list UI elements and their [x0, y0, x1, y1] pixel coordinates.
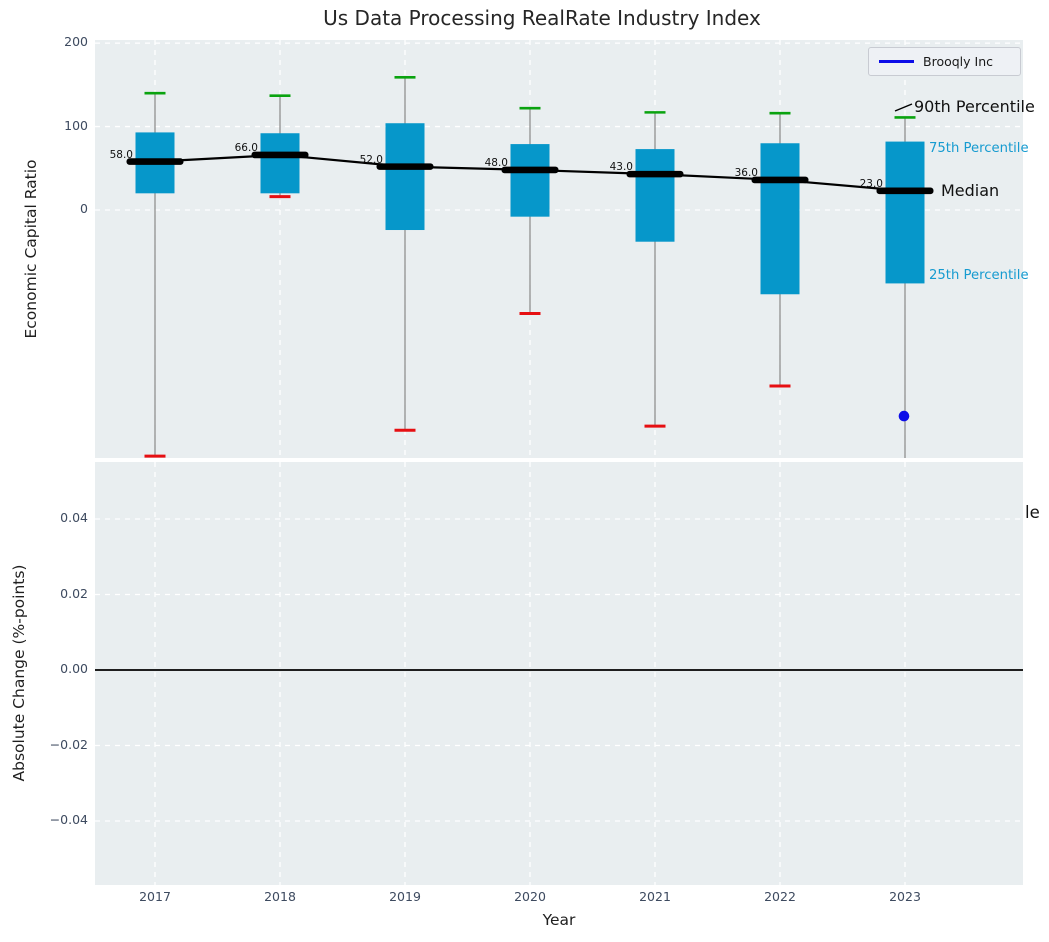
xtick-label: 2022 [764, 889, 796, 904]
x-axis-label: Year [542, 911, 576, 929]
annotation-75th-percentile: 75th Percentile [929, 141, 1029, 156]
bottom-y-axis-label: Absolute Change (%-points) [10, 564, 28, 782]
top-panel [95, 40, 1023, 458]
ytick-label-top: 0 [80, 201, 88, 216]
ytick-label-bottom: −0.04 [49, 812, 88, 827]
median-value-label-2023: 23.0 [859, 177, 883, 190]
median-value-label-2018: 66.0 [234, 141, 258, 154]
xtick-label: 2019 [389, 889, 421, 904]
ytick-label-bottom: 0.02 [60, 585, 88, 601]
xtick-label: 2023 [889, 889, 921, 904]
chart-title: Us Data Processing RealRate Industry Ind… [323, 6, 761, 30]
median-value-label-2022: 36.0 [734, 166, 758, 179]
annotation-90th-percentile: 90th Percentile [914, 97, 1035, 116]
xtick-label: 2021 [639, 889, 671, 904]
ytick-label-bottom: 0.04 [60, 510, 88, 525]
median-value-label-2019: 52.0 [359, 153, 383, 166]
ytick-label-bottom: −0.02 [49, 736, 88, 752]
clipped-label: le [1025, 503, 1040, 522]
legend: Brooqly Inc [868, 47, 1021, 76]
top-y-axis-label: Economic Capital Ratio [22, 159, 40, 339]
ytick-label-bottom: 0.00 [60, 661, 88, 676]
median-value-label-2017: 58.0 [109, 148, 133, 161]
annotation-25th-percentile: 25th Percentile [929, 268, 1029, 283]
ytick-label-top: 100 [64, 117, 88, 133]
legend-label: Brooqly Inc [923, 54, 993, 69]
median-value-label-2021: 43.0 [609, 161, 633, 174]
xtick-label: 2018 [264, 889, 296, 904]
legend-line-icon [879, 60, 914, 63]
median-value-label-2020: 48.0 [484, 156, 508, 169]
xtick-label: 2020 [514, 889, 546, 904]
xtick-label: 2017 [139, 889, 171, 904]
annotation-median: Median [941, 181, 1000, 200]
ytick-label-top: 200 [64, 34, 88, 50]
bottom-panel [95, 462, 1023, 885]
